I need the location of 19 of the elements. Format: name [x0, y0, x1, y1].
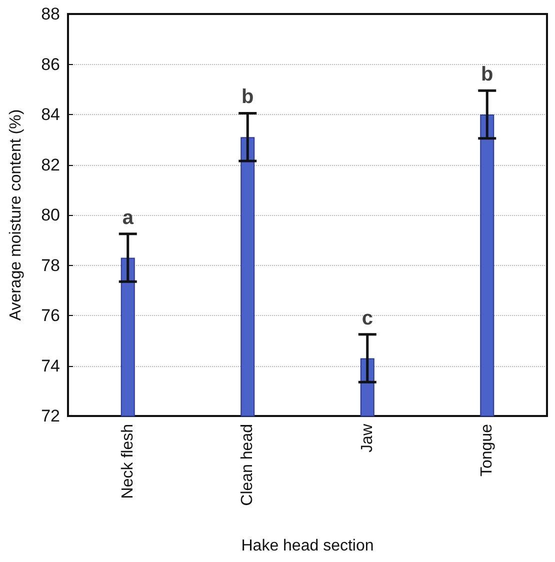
- x-tick-label: Jaw: [358, 424, 376, 452]
- y-tick-label: 82: [41, 155, 60, 174]
- y-tick-label: 88: [41, 4, 60, 24]
- y-tick-label: 76: [41, 306, 60, 325]
- y-tick-label: 74: [41, 356, 60, 376]
- annotation: a: [122, 206, 134, 229]
- y-tick-label: 78: [41, 256, 60, 275]
- x-tick-label: Clean head: [239, 424, 256, 506]
- y-tick-label: 80: [41, 206, 60, 224]
- x-tick-label: Tongue: [478, 424, 496, 476]
- annotation: b: [481, 64, 494, 86]
- y-tick-label: 72: [41, 406, 60, 426]
- x-axis-title: Hake head section: [241, 538, 374, 554]
- x-tick-label: Neck flesh: [119, 424, 136, 499]
- annotation: b: [242, 86, 254, 108]
- y-tick-label: 86: [41, 54, 60, 74]
- y-tick-label: 84: [41, 105, 60, 124]
- y-axis-title: Average moisture content (%): [8, 109, 24, 321]
- annotation: c: [362, 307, 373, 330]
